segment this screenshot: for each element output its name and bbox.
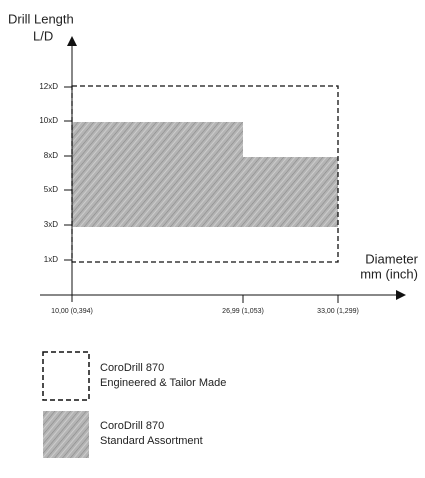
y-tick-label: 10xD <box>39 116 58 125</box>
legend: CoroDrill 870 Engineered & Tailor Made C… <box>42 351 226 458</box>
x-arrow <box>396 290 406 300</box>
legend-label: Engineered & Tailor Made <box>100 377 226 389</box>
y-tick-label: 3xD <box>44 220 58 229</box>
standard-region <box>72 122 338 227</box>
x-title: Diameter <box>365 251 418 266</box>
legend-swatch <box>42 351 90 401</box>
x-tick-label: 26,99 (1,053) <box>222 308 264 315</box>
x-tick-label: 10,00 (0,394) <box>51 308 93 315</box>
legend-label: Standard Assortment <box>100 435 203 447</box>
regions <box>71 85 339 263</box>
legend-label: CoroDrill 870 <box>100 362 164 374</box>
x-tick-label: 33,00 (1,299) <box>317 308 359 315</box>
y-title: Drill Length <box>8 11 74 26</box>
legend-label: CoroDrill 870 <box>100 420 164 432</box>
legend-swatch <box>43 411 89 458</box>
y-title: L/D <box>33 28 53 43</box>
x-title: mm (inch) <box>360 266 418 281</box>
y-tick-label: 5xD <box>44 185 58 194</box>
y-tick-label: 12xD <box>39 82 58 91</box>
y-arrow <box>67 36 77 46</box>
y-tick-label: 8xD <box>44 151 58 160</box>
y-tick-label: 1xD <box>44 255 58 264</box>
axes <box>40 36 406 303</box>
